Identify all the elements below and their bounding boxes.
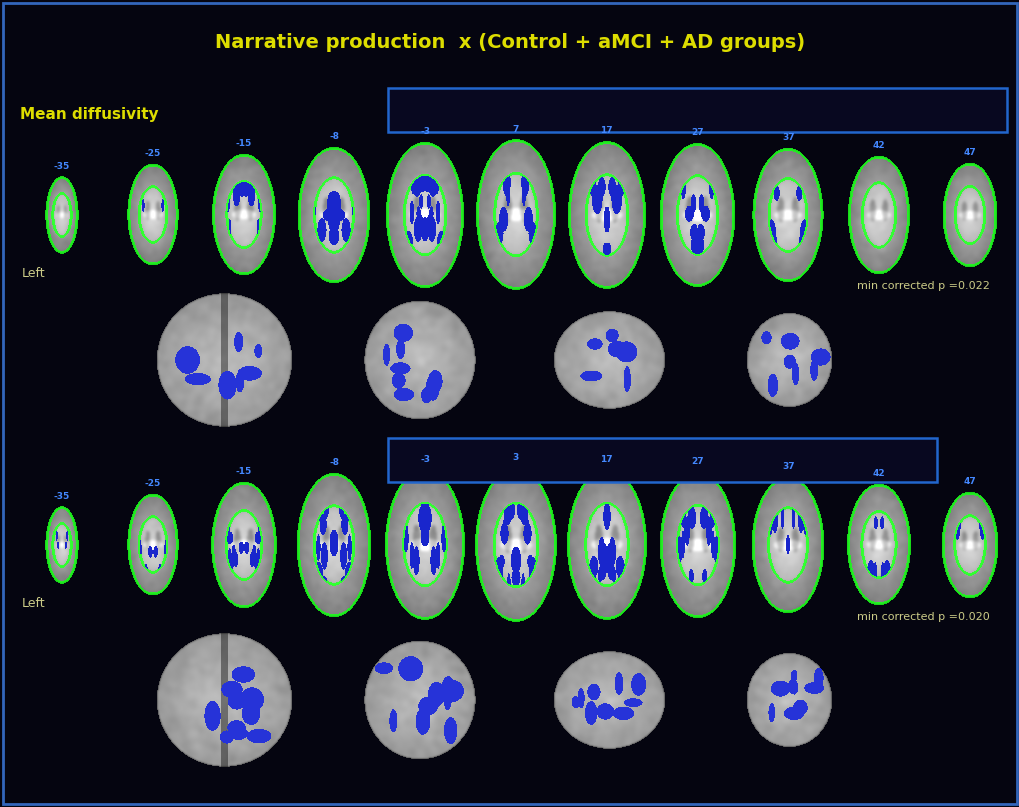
Text: 47: 47 [963, 477, 975, 486]
Text: 47: 47 [963, 148, 975, 157]
Text: Mean diffusivity: Mean diffusivity [20, 107, 159, 123]
Text: 7: 7 [513, 124, 519, 133]
Text: 17: 17 [600, 126, 612, 135]
Text: 3: 3 [513, 453, 519, 462]
Text: -25: -25 [145, 149, 161, 158]
Text: -35: -35 [54, 162, 70, 171]
Text: 37: 37 [782, 133, 794, 142]
Text: Left: Left [22, 597, 46, 610]
Text: -15: -15 [235, 140, 252, 148]
Text: 17: 17 [600, 454, 612, 463]
Text: -25: -25 [145, 479, 161, 488]
Text: 27: 27 [691, 128, 703, 137]
Text: 37: 37 [782, 462, 794, 471]
FancyBboxPatch shape [387, 88, 1006, 132]
FancyBboxPatch shape [387, 438, 936, 482]
Text: -15: -15 [235, 467, 252, 476]
Text: -8: -8 [329, 458, 339, 467]
Text: Left: Left [22, 267, 46, 280]
Text: min corrected p =0.020: min corrected p =0.020 [856, 612, 989, 622]
Text: 27: 27 [691, 457, 703, 466]
Text: A - Covariance with verbal memory – retention: A - Covariance with verbal memory – rete… [486, 102, 907, 118]
Text: -8: -8 [329, 132, 339, 141]
Text: 42: 42 [872, 470, 884, 479]
Text: -3: -3 [420, 127, 430, 136]
Text: min corrected p =0.022: min corrected p =0.022 [856, 281, 989, 291]
Text: -3: -3 [420, 454, 430, 463]
Text: 42: 42 [872, 141, 884, 150]
Text: B - Covariance with working memory: B - Covariance with working memory [495, 453, 828, 467]
Text: Narrative production  x (Control + aMCI + AD groups): Narrative production x (Control + aMCI +… [215, 32, 804, 52]
Text: -35: -35 [54, 492, 70, 501]
